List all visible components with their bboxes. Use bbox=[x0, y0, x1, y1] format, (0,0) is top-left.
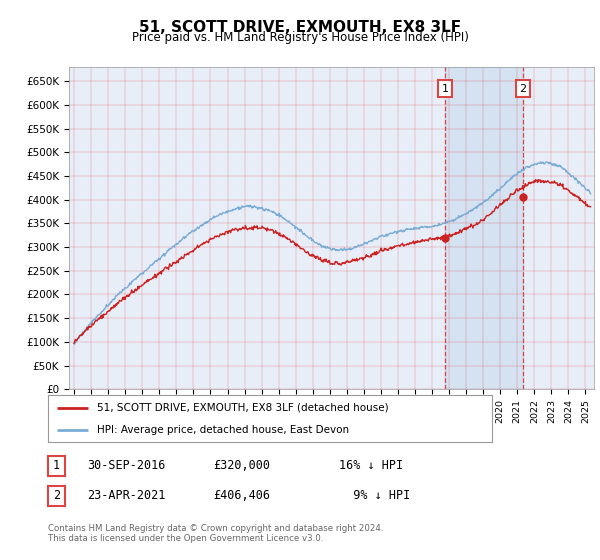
Text: 51, SCOTT DRIVE, EXMOUTH, EX8 3LF: 51, SCOTT DRIVE, EXMOUTH, EX8 3LF bbox=[139, 20, 461, 35]
Text: Contains HM Land Registry data © Crown copyright and database right 2024.
This d: Contains HM Land Registry data © Crown c… bbox=[48, 524, 383, 543]
Text: HPI: Average price, detached house, East Devon: HPI: Average price, detached house, East… bbox=[97, 424, 349, 435]
Text: 2: 2 bbox=[53, 489, 60, 502]
Text: 23-APR-2021: 23-APR-2021 bbox=[87, 489, 166, 502]
Text: 30-SEP-2016: 30-SEP-2016 bbox=[87, 459, 166, 473]
Text: 9% ↓ HPI: 9% ↓ HPI bbox=[339, 489, 410, 502]
Text: 2: 2 bbox=[520, 83, 526, 94]
Text: 16% ↓ HPI: 16% ↓ HPI bbox=[339, 459, 403, 473]
Text: Price paid vs. HM Land Registry's House Price Index (HPI): Price paid vs. HM Land Registry's House … bbox=[131, 31, 469, 44]
Text: 1: 1 bbox=[53, 459, 60, 473]
Bar bbox=[445, 67, 523, 389]
Text: £320,000: £320,000 bbox=[213, 459, 270, 473]
Text: 1: 1 bbox=[442, 83, 448, 94]
Text: £406,406: £406,406 bbox=[213, 489, 270, 502]
Text: 51, SCOTT DRIVE, EXMOUTH, EX8 3LF (detached house): 51, SCOTT DRIVE, EXMOUTH, EX8 3LF (detac… bbox=[97, 403, 388, 413]
